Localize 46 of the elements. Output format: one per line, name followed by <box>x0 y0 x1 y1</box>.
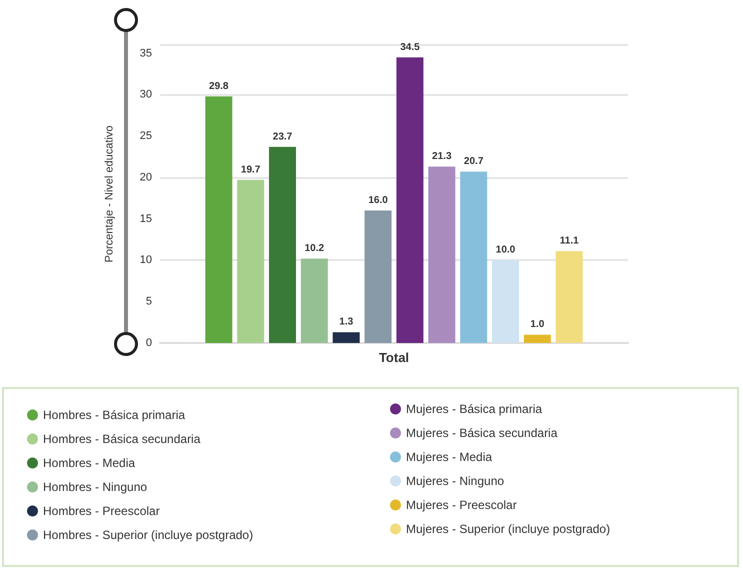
bar <box>492 260 520 343</box>
legend-label: Mujeres - Ninguno <box>406 474 504 488</box>
y-tick-label: 25 <box>140 130 152 142</box>
bar <box>524 334 551 343</box>
y-tick-label: 10 <box>140 254 152 266</box>
bar <box>332 332 360 343</box>
data-label: 11.1 <box>560 236 580 247</box>
data-label: 1.0 <box>530 319 545 330</box>
legend-label: Mujeres - Básica primaria <box>406 402 542 416</box>
data-label: 20.7 <box>464 156 484 168</box>
legend-label: Mujeres - Preescolar <box>406 498 517 512</box>
y-tick-label: 15 <box>140 212 152 225</box>
legend-label: Mujeres - Media <box>406 450 492 464</box>
bar <box>268 146 296 343</box>
y-axis-title: Porcentaje - Nivel educativo <box>104 126 116 262</box>
bar <box>428 166 456 343</box>
data-label: 23.7 <box>272 131 293 142</box>
y-tick-label: 35 <box>140 47 152 60</box>
x-tick-label: Total <box>378 350 410 365</box>
data-label: 16.0 <box>368 195 388 206</box>
data-label: 10.0 <box>496 244 516 256</box>
legend-label: Hombres - Preescolar <box>43 504 160 518</box>
data-label: 34.5 <box>400 42 420 53</box>
legend-label: Hombres - Ninguno <box>43 480 148 494</box>
data-label: 19.7 <box>240 164 261 176</box>
bar <box>205 96 232 343</box>
legend-label: Hombres - Básica primaria <box>43 408 186 422</box>
legend-label: Hombres - Básica secundaria <box>43 432 201 446</box>
bar <box>300 258 328 343</box>
y-tick-label: 30 <box>140 88 152 101</box>
bar <box>460 172 488 343</box>
data-label: 10.2 <box>304 243 325 254</box>
bar <box>237 180 264 343</box>
y-tick-label: 5 <box>146 296 152 308</box>
data-label: 1.3 <box>339 316 354 328</box>
legend-label: Mujeres - Superior (incluye postgrado) <box>406 522 610 536</box>
legend-label: Hombres - Superior (incluye postgrado) <box>43 528 254 542</box>
data-label: 21.3 <box>432 151 452 162</box>
data-label: 29.8 <box>209 80 229 92</box>
legend-label: Mujeres - Básica secundaria <box>406 426 558 440</box>
legend-label: Hombres - Media <box>43 456 136 470</box>
bar <box>364 210 392 343</box>
y-tick-label: 20 <box>140 171 152 184</box>
y-tick-label: 0 <box>146 337 152 349</box>
bar <box>396 57 424 343</box>
bar <box>556 251 583 343</box>
